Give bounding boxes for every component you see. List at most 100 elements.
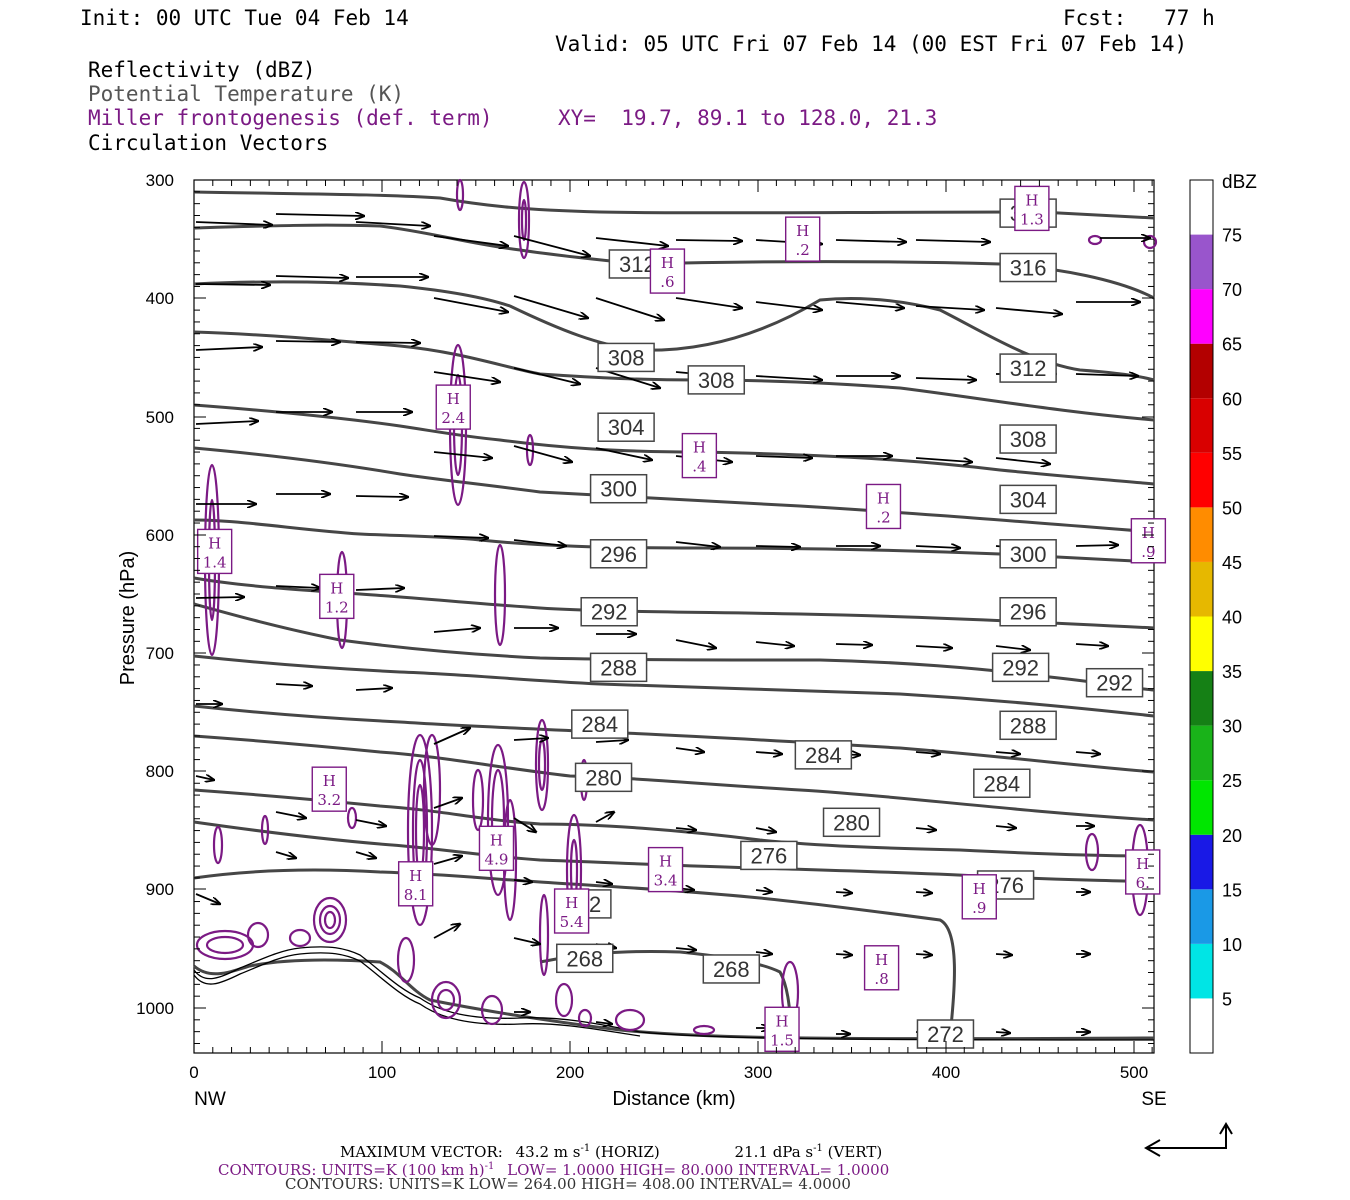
theta-label: 300 <box>589 473 648 504</box>
contours-theta-line: CONTOURS: UNITS=K LOW= 264.00 HIGH= 408.… <box>285 1175 851 1193</box>
colorbar-segment <box>1190 943 1213 999</box>
theta-label: 308 <box>687 365 746 395</box>
fronto-max-value: .2 <box>876 508 890 526</box>
theta-label-box <box>589 473 648 504</box>
x-tick-500: 500 <box>1120 1063 1148 1082</box>
theta-268 <box>193 868 956 1037</box>
colorbar-segment <box>1190 834 1213 890</box>
max-vector-vert: 21.1 dPa s <box>734 1143 814 1161</box>
field-reflectivity: Reflectivity (dBZ) <box>88 58 316 82</box>
theta-label-box <box>740 840 798 871</box>
contours-fronto-range: LOW= 1.0000 HIGH= 80.000 INTERVAL= 1.000… <box>507 1161 890 1179</box>
theta-288 <box>193 654 1155 718</box>
fronto-max-box <box>1130 518 1167 564</box>
contours-fronto-units: CONTOURS: UNITS=K (100 km h) <box>218 1161 485 1179</box>
theta-label-box <box>597 342 655 373</box>
y-axis-label: Pressure (hPa) <box>117 551 139 686</box>
fronto-max-marker: H1.2 <box>319 573 355 620</box>
y-tick-400: 400 <box>146 289 174 308</box>
max-vector-horiz: 43.2 m s <box>515 1143 581 1161</box>
y-tick-800: 800 <box>146 762 174 781</box>
theta-label: 272 <box>916 1019 975 1049</box>
theta-label: 292 <box>1085 667 1144 698</box>
y-tick-700: 700 <box>146 644 174 663</box>
fronto-max-marker: H.9 <box>961 874 997 920</box>
theta-label: 280 <box>574 762 633 793</box>
theta-label-text: 288 <box>1010 713 1047 738</box>
theta-label-text: 292 <box>1096 671 1133 696</box>
theta-bottom <box>193 958 1155 1041</box>
theta-label: 304 <box>597 412 655 442</box>
theta-label-text: 300 <box>1010 542 1047 567</box>
theta-label-box <box>822 807 881 838</box>
theta-label: 276 <box>740 840 798 871</box>
x-tick-200: 200 <box>556 1063 584 1082</box>
colorbar-level-label: 30 <box>1222 717 1242 737</box>
fronto-max-h: H <box>490 831 503 849</box>
fronto-max-value: 8.1 <box>404 886 428 904</box>
theta-label-box <box>702 954 761 984</box>
plot-frame <box>193 179 1155 1054</box>
colorbar-level-label: 5 <box>1222 989 1232 1009</box>
theta-label-text: 308 <box>698 368 735 393</box>
fronto-max-value: 6. <box>1136 874 1150 892</box>
fronto-max-value: .2 <box>796 241 810 259</box>
field-frontogenesis: Miller frontogenesis (def. term) <box>88 106 493 130</box>
theta-label-box <box>597 412 655 442</box>
y-tick-600: 600 <box>146 526 174 545</box>
fronto-max-h: H <box>775 1012 788 1030</box>
colorbar-level-label: 10 <box>1222 935 1242 955</box>
theta-label-box <box>556 943 614 974</box>
theta-label-box <box>574 762 633 793</box>
fronto-max-value: 1.4 <box>203 553 227 571</box>
theta-label-text: 280 <box>585 765 622 790</box>
theta-label-box <box>794 740 853 770</box>
fronto-max-marker: H1.4 <box>196 528 233 575</box>
theta-label-text: 272 <box>927 1022 964 1047</box>
colorbar-segment <box>1190 289 1213 344</box>
theta-label: 316 <box>999 252 1057 283</box>
fronto-max-box <box>784 216 821 262</box>
colorbar-segment <box>1190 671 1213 726</box>
theta-label: 300 <box>999 539 1057 569</box>
theta-label-box <box>1085 667 1144 698</box>
fronto-max-h: H <box>659 853 672 871</box>
fronto-max-marker: H1.3 <box>1014 185 1050 232</box>
fronto-max-h: H <box>875 951 888 969</box>
fronto-max-value: 1.2 <box>325 598 349 616</box>
theta-label-text: 304 <box>1010 487 1047 512</box>
theta-label-box <box>999 596 1057 627</box>
colorbar-level-label: 65 <box>1222 335 1242 355</box>
contours-fronto-line: CONTOURS: UNITS=K (100 km h)-1 LOW= 1.00… <box>218 1158 889 1179</box>
colorbar-segment <box>1190 998 1213 1053</box>
fronto-max-h: H <box>565 894 578 912</box>
y-tick-500: 500 <box>146 408 174 427</box>
max-vector-horiz-exp: -1 <box>580 1143 591 1154</box>
theta-label-text: 312 <box>1010 356 1047 381</box>
colorbar-segment <box>1190 180 1213 235</box>
fronto-max-h: H <box>208 534 221 552</box>
theta-label: 280 <box>822 807 881 838</box>
fronto-max-h: H <box>973 880 986 898</box>
contours-fronto-exp: -1 <box>484 1161 495 1172</box>
fronto-max-box <box>319 573 355 620</box>
theta-label-text: 308 <box>1010 427 1047 452</box>
fronto-max-marker: H.2 <box>865 483 902 530</box>
x-tick-300: 300 <box>744 1063 772 1082</box>
fronto-max-h: H <box>330 579 343 597</box>
theta-label: 268 <box>556 943 614 974</box>
colorbar-level-label: 70 <box>1222 280 1242 300</box>
theta-label-text: 308 <box>608 345 645 370</box>
field-vectors: Circulation Vectors <box>88 131 329 155</box>
dbz-colorbar <box>1189 179 1214 1054</box>
theta-label-text: 284 <box>805 743 842 768</box>
fronto-max-box <box>764 1006 800 1052</box>
fronto-max-value: 5.4 <box>560 913 584 931</box>
fronto-max-box <box>435 384 471 430</box>
colorbar-segment <box>1190 452 1213 508</box>
fronto-max-marker: H2.4 <box>435 384 471 430</box>
colorbar-level-label: 40 <box>1222 608 1242 628</box>
max-vector-line: MAXIMUM VECTOR: 43.2 m s-1 (HORIZ) 21.1 … <box>340 1140 882 1161</box>
fronto-max-h: H <box>877 489 890 507</box>
fronto-max-marker: H5.4 <box>553 888 590 934</box>
